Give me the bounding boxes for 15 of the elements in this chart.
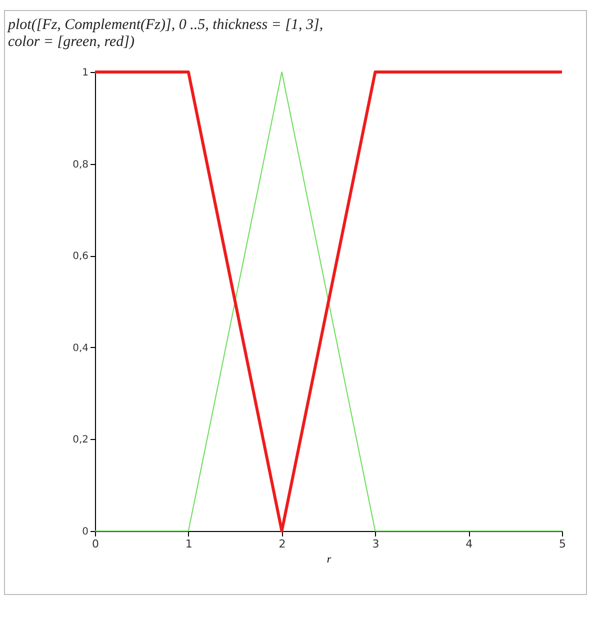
- y-tick-label: 0,6: [72, 251, 88, 262]
- x-tick-label: 0: [92, 538, 99, 550]
- y-tick-label: 0,8: [72, 159, 88, 170]
- y-tick-label: 0,4: [72, 342, 88, 354]
- x-tick-label: 1: [185, 538, 192, 550]
- y-tick-label: 1: [82, 68, 88, 78]
- x-tick-label: 5: [559, 538, 566, 550]
- x-axis-title: r: [326, 554, 332, 566]
- chart-title: plot([Fz, Complement(Fz)], 0 ..5, thickness = [1, 3],: [7, 17, 324, 33]
- x-tick-label: 2: [278, 538, 286, 550]
- x-tick-label: 3: [372, 538, 380, 550]
- x-tick-label: 4: [466, 538, 473, 550]
- chart-subtitle: color = [green, red]): [8, 34, 134, 50]
- y-tick-label: 0,2: [72, 434, 88, 446]
- y-tick-label: 0: [82, 526, 88, 538]
